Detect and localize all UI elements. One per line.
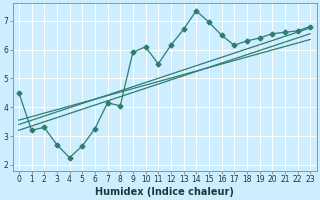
X-axis label: Humidex (Indice chaleur): Humidex (Indice chaleur)	[95, 187, 234, 197]
